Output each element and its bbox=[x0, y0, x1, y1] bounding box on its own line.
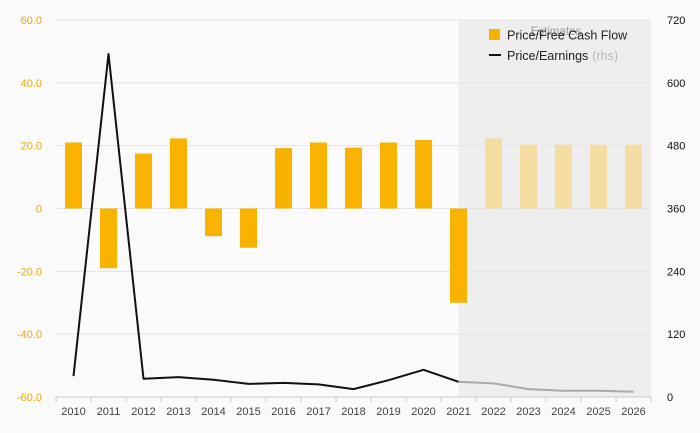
x-tick-label: 2018 bbox=[341, 406, 365, 418]
legend: Price/Free Cash Flow Price/Earnings (rhs) bbox=[489, 29, 628, 63]
left-tick-label: 20.0 bbox=[21, 141, 42, 153]
bar-2018 bbox=[345, 147, 362, 209]
right-tick-label: 360 bbox=[667, 204, 685, 216]
left-tick-label: 0 bbox=[36, 204, 42, 216]
legend-line-label-text: Price/Earnings (rhs) bbox=[507, 49, 618, 63]
left-tick-label: -40.0 bbox=[17, 329, 42, 341]
x-tick-label: 2010 bbox=[61, 406, 85, 418]
bar-2021 bbox=[450, 208, 467, 303]
bar-2016 bbox=[275, 148, 292, 209]
left-tick-label: 60.0 bbox=[21, 15, 42, 27]
line-series bbox=[72, 53, 634, 393]
right-tick-label: 600 bbox=[667, 78, 685, 90]
bar-series bbox=[65, 138, 642, 303]
legend-bar-swatch bbox=[489, 29, 500, 40]
estimates-label: Estimates bbox=[531, 26, 582, 38]
bar-2024 bbox=[555, 144, 572, 209]
bar-2015 bbox=[240, 208, 257, 248]
x-tick-label: 2022 bbox=[481, 406, 505, 418]
right-tick-label: 120 bbox=[667, 329, 685, 341]
bar-2013 bbox=[170, 138, 187, 209]
x-tick-label: 2026 bbox=[621, 406, 645, 418]
bar-2020 bbox=[415, 140, 432, 209]
right-tick-label: 240 bbox=[667, 266, 685, 278]
bar-2019 bbox=[380, 142, 397, 209]
bar-2022 bbox=[485, 138, 502, 209]
x-tick-label: 2014 bbox=[201, 406, 225, 418]
x-tick-label: 2024 bbox=[551, 406, 575, 418]
x-tick-label: 2017 bbox=[306, 406, 330, 418]
legend-line-label: Price/Earnings bbox=[507, 49, 588, 63]
x-tick-label: 2013 bbox=[166, 406, 190, 418]
bar-2011 bbox=[100, 208, 117, 269]
x-tick-label: 2016 bbox=[271, 406, 295, 418]
pe-line-actual bbox=[72, 53, 459, 391]
x-axis: 2010 2011 2012 2013 2014 2015 2016 2017 2018 2019… bbox=[55, 396, 652, 418]
legend-bar-label: Price/Free Cash Flow bbox=[507, 29, 628, 43]
x-tick-label: 2021 bbox=[446, 406, 470, 418]
x-tick-label: 2015 bbox=[236, 406, 260, 418]
bar-2025 bbox=[590, 144, 607, 209]
legend-line-suffix: (rhs) bbox=[592, 49, 618, 63]
right-axis: 720 600 480 360 240 120 0 bbox=[667, 15, 685, 404]
x-tick-label: 2023 bbox=[516, 406, 540, 418]
bar-2026 bbox=[625, 144, 642, 209]
x-tick-label: 2025 bbox=[586, 406, 610, 418]
left-tick-label: 40.0 bbox=[21, 78, 42, 90]
right-tick-label: 720 bbox=[667, 15, 685, 27]
left-axis: 60.0 40.0 20.0 0 -20.0 -40.0 -60.0 bbox=[17, 15, 42, 404]
x-tick-label: 2020 bbox=[411, 406, 435, 418]
right-tick-label: 480 bbox=[667, 141, 685, 153]
x-tick-label: 2012 bbox=[131, 406, 155, 418]
bar-2023 bbox=[520, 144, 537, 209]
x-tick-label: 2019 bbox=[376, 406, 400, 418]
bar-2010 bbox=[65, 142, 82, 209]
left-tick-label: -20.0 bbox=[17, 266, 42, 278]
left-tick-label: -60.0 bbox=[17, 392, 42, 404]
bar-2017 bbox=[310, 142, 327, 209]
x-tick-label: 2011 bbox=[97, 406, 121, 418]
bar-2014 bbox=[205, 208, 222, 237]
bar-2012 bbox=[135, 153, 152, 209]
right-tick-label: 0 bbox=[667, 392, 673, 404]
pe-line-estimate bbox=[458, 380, 634, 393]
